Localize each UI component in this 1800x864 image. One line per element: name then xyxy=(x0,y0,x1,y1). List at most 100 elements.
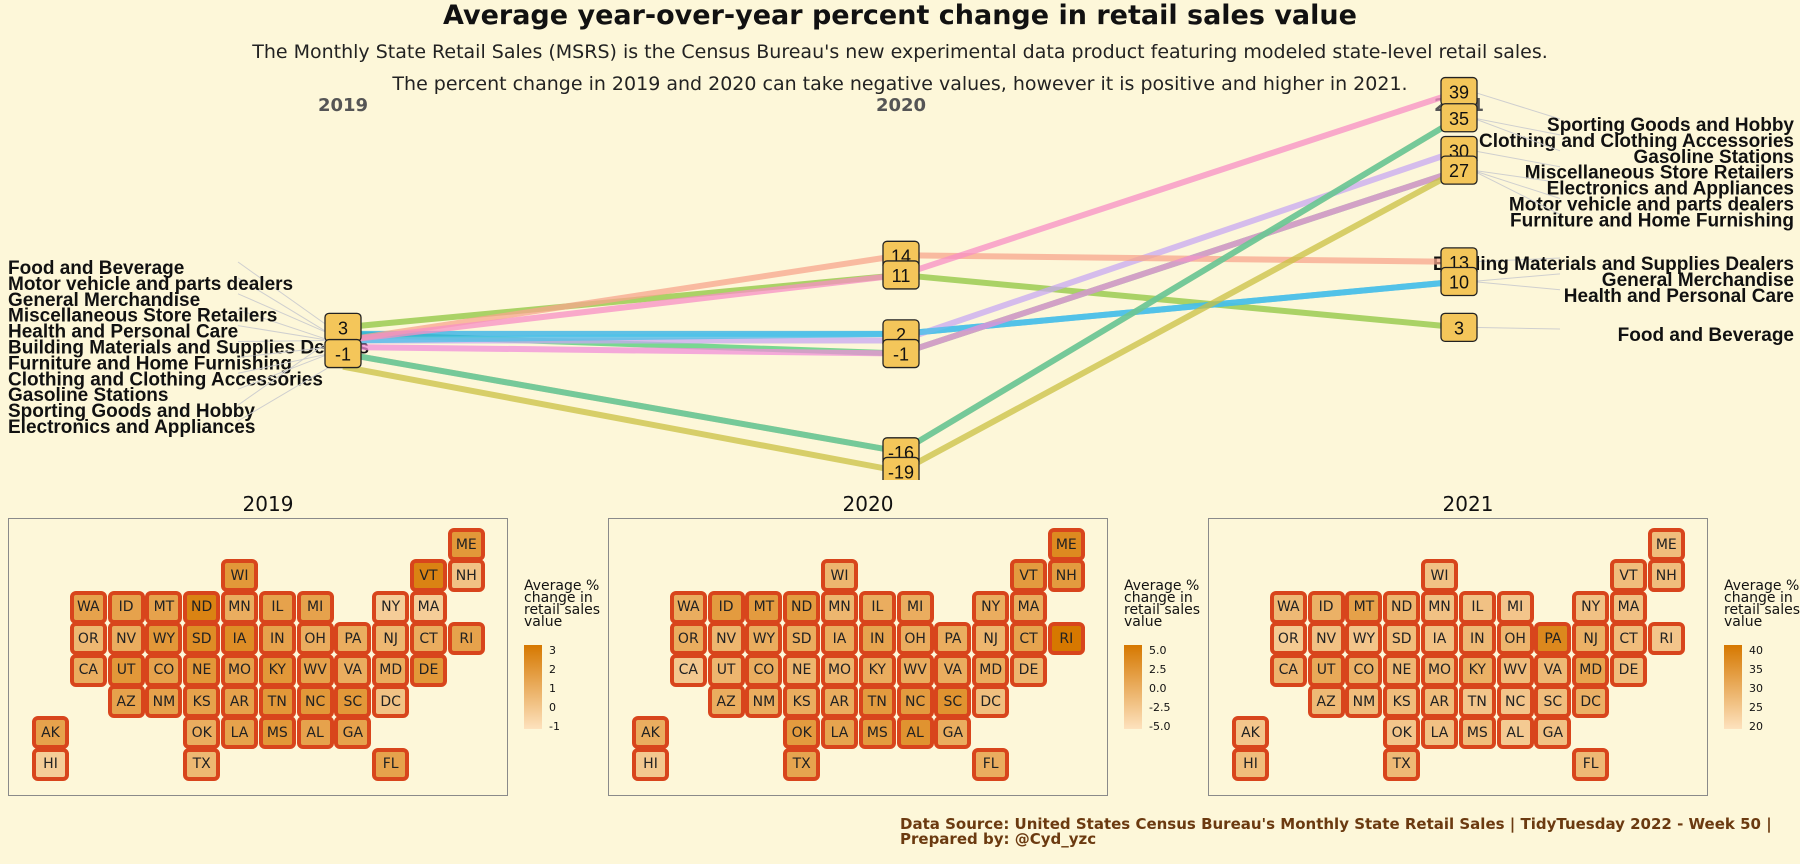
state-tile-me: ME xyxy=(447,528,485,561)
category-label-right: Sporting Goods and Hobby xyxy=(1547,115,1794,136)
state-tile-ms: MS xyxy=(258,716,296,750)
state-tile-vt: VT xyxy=(1010,559,1047,593)
legend-tick-label: 20 xyxy=(1749,720,1763,733)
map-panel-title-2021: 2021 xyxy=(1442,492,1494,516)
state-tile-or: OR xyxy=(1269,622,1307,656)
value-box-label: -1 xyxy=(893,345,909,365)
state-tile-nc: NC xyxy=(296,685,334,718)
map-legend-2021: Average % change in retail sales value 40… xyxy=(1724,578,1800,733)
state-tile-hi: HI xyxy=(1232,747,1269,781)
category-label-right: Food and Beverage xyxy=(1618,325,1794,346)
state-tile-ak: AK xyxy=(32,716,69,750)
chart-title: Average year-over-year percent change in… xyxy=(443,0,1357,31)
state-tile-wv: WV xyxy=(1496,653,1534,687)
value-box-label: -1 xyxy=(335,345,351,365)
state-tile-ny: NY xyxy=(972,590,1010,624)
state-tile-mi: MI xyxy=(1496,590,1534,624)
value-box xyxy=(882,260,920,290)
state-tile-oh: OH xyxy=(896,622,934,656)
footer-caption: Data Source: United States Census Bureau… xyxy=(900,817,1772,847)
state-tile-il: IL xyxy=(258,590,296,624)
leader-line-left xyxy=(237,277,331,335)
state-tile-al: AL xyxy=(296,716,334,750)
value-box-label: 35 xyxy=(1449,109,1469,129)
leader-line-left xyxy=(237,293,331,335)
legend-title: Average % change in retail sales value xyxy=(524,578,601,630)
category-label-right: Furniture and Home Furnishing xyxy=(1510,210,1794,231)
state-tile-ut: UT xyxy=(707,653,745,687)
category-label-right: Electronics and Appliances xyxy=(1547,179,1794,200)
state-tile-la: LA xyxy=(821,716,858,750)
state-tile-ri: RI xyxy=(1647,622,1685,656)
state-tile-vt: VT xyxy=(410,559,447,593)
state-tile-nh: NH xyxy=(1647,559,1685,593)
state-tile-tx: TX xyxy=(183,747,221,781)
value-box xyxy=(1440,312,1478,343)
state-tile-ky: KY xyxy=(1458,653,1496,687)
state-tile-ut: UT xyxy=(1307,653,1345,687)
leader-line-right xyxy=(1471,273,1561,282)
state-tile-mi: MI xyxy=(896,590,934,624)
legend-tick-label: 2.5 xyxy=(1149,663,1167,676)
legend-title: Average % change in retail sales value xyxy=(1724,578,1800,630)
category-label-left: Food and Beverage xyxy=(8,258,184,279)
state-tile-tx: TX xyxy=(783,747,821,781)
category-label-left: Clothing and Clothing Accessories xyxy=(8,369,323,390)
state-tile-de: DE xyxy=(1610,653,1647,687)
leader-line-left xyxy=(237,353,331,374)
leader-line-right xyxy=(1471,169,1561,184)
state-tile-ky: KY xyxy=(858,653,896,687)
leader-line-left xyxy=(237,325,331,341)
state-tile-nm: NM xyxy=(1345,685,1383,718)
legend-tick-label: 0 xyxy=(549,701,556,714)
state-tile-ok: OK xyxy=(783,716,821,750)
state-tile-id: ID xyxy=(707,590,745,624)
state-tile-va: VA xyxy=(934,653,972,687)
state-tile-al: AL xyxy=(1496,716,1534,750)
map-panel-title-2020: 2020 xyxy=(842,492,894,516)
state-tile-ok: OK xyxy=(1383,716,1421,750)
category-label-left: Health and Personal Care xyxy=(8,322,238,343)
category-label-left: General Merchandise xyxy=(8,290,200,311)
state-tile-in: IN xyxy=(858,622,896,656)
state-tile-wa: WA xyxy=(69,590,107,624)
state-tile-az: AZ xyxy=(107,685,145,718)
leader-line-right xyxy=(1471,117,1561,136)
state-tile-ne: NE xyxy=(783,653,821,687)
state-tile-oh: OH xyxy=(1496,622,1534,656)
state-tile-ar: AR xyxy=(221,685,258,718)
state-tile-ia: IA xyxy=(821,622,858,656)
legend-color-bar xyxy=(1124,645,1142,729)
state-tile-ak: AK xyxy=(632,716,669,750)
value-box-label: 2 xyxy=(896,325,906,345)
category-label-left: Miscellaneous Store Retailers xyxy=(8,306,277,327)
state-tile-co: CO xyxy=(745,653,783,687)
state-tile-wv: WV xyxy=(896,653,934,687)
state-tile-ca: CA xyxy=(669,653,707,687)
chart-subtitle-line-2: The percent change in 2019 and 2020 can … xyxy=(392,73,1408,95)
state-tile-nm: NM xyxy=(745,685,783,718)
state-tile-mn: MN xyxy=(821,590,858,624)
value-box xyxy=(1440,103,1478,133)
state-tile-ma: MA xyxy=(1010,590,1047,624)
state-tile-nj: NJ xyxy=(1572,622,1610,656)
state-tile-me: ME xyxy=(1047,528,1085,561)
state-tile-ma: MA xyxy=(410,590,447,624)
footer-author: Prepared by: @Cyd_yzc xyxy=(900,830,1097,848)
state-tile-mo: MO xyxy=(821,653,858,687)
leader-line-right xyxy=(1471,169,1561,199)
state-tile-ks: KS xyxy=(783,685,821,718)
state-tile-ne: NE xyxy=(1383,653,1421,687)
state-tile-wy: WY xyxy=(1345,622,1383,656)
state-tile-ct: CT xyxy=(1610,622,1647,656)
state-tile-ca: CA xyxy=(1269,653,1307,687)
category-label-right: Health and Personal Care xyxy=(1564,286,1794,307)
leader-line-right xyxy=(1471,91,1561,120)
value-box xyxy=(882,338,920,369)
category-label-left: Gasoline Stations xyxy=(8,385,168,406)
state-tile-ct: CT xyxy=(410,622,447,656)
state-tile-mt: MT xyxy=(745,590,783,624)
legend-color-bar xyxy=(1724,645,1742,729)
state-tile-ia: IA xyxy=(221,622,258,656)
value-box xyxy=(1440,266,1478,297)
